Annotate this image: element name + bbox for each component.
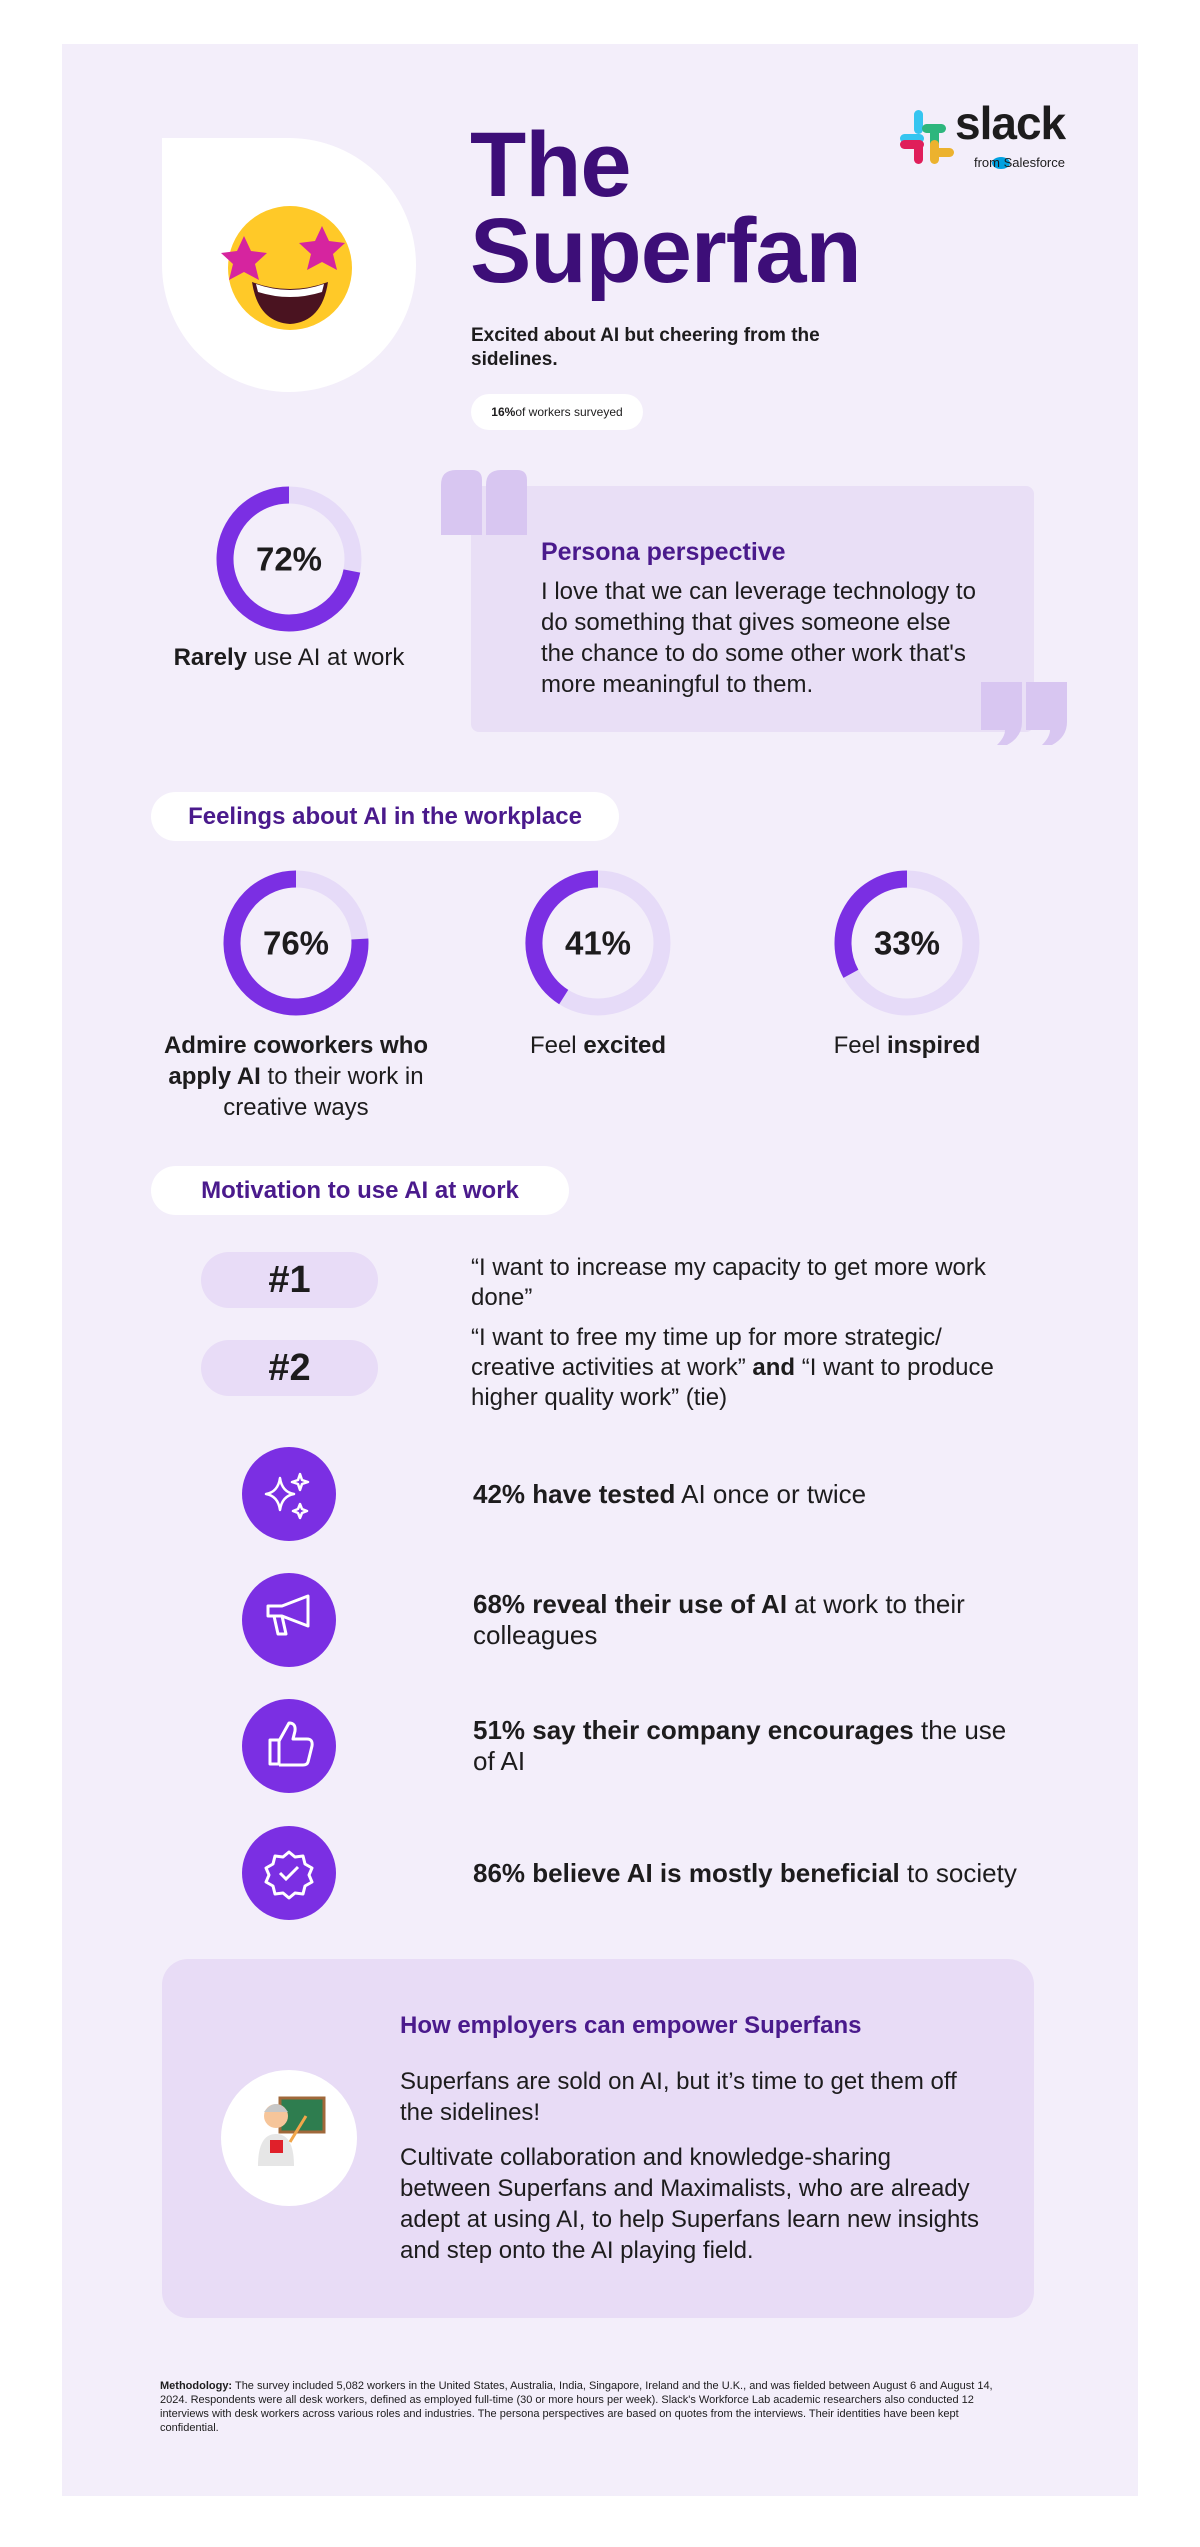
stat-text: 51% say their company encourages the use… (473, 1715, 1033, 1777)
text: Feel (529, 1032, 577, 1059)
text: “I want to produce higher quality work” … (471, 1354, 994, 1411)
logo-byline: from Salesforce (973, 155, 1065, 170)
bold-text: excited (583, 1032, 667, 1059)
feeling-caption: Admire coworkers who apply AI to their w… (156, 1030, 436, 1123)
stat-text: 86% believe AI is mostly beneficial to s… (473, 1858, 1033, 1889)
salesforce-cloud (992, 157, 1010, 169)
donut-label: 76% (263, 925, 329, 962)
bold-text: 51% say their company encourages (473, 1715, 914, 1745)
feelings-heading: Feelings about AI in the workplace (151, 792, 619, 841)
open-quote-mark (441, 470, 527, 535)
donut-arc (223, 870, 369, 1016)
text: at work to their colleagues (473, 1589, 965, 1650)
donut-label: 72% (256, 541, 322, 578)
persona-box (471, 486, 1034, 732)
rank-pill: #2 (201, 1340, 378, 1396)
empower-body: Superfans are sold on AI, but it’s time … (400, 2066, 980, 2266)
donut-label: 41% (565, 925, 631, 962)
sparkle-icon (242, 1447, 336, 1541)
bold-text: Admire coworkers who apply AI (163, 1032, 429, 1090)
usage-caption: Rarely use AI at work (139, 642, 439, 673)
empower-paragraph: Superfans are sold on AI, but it’s time … (400, 2068, 957, 2126)
bold-text: 68% reveal their use of AI (473, 1589, 788, 1619)
star-eyes-emoji (221, 206, 352, 330)
text: The survey included 5,082 workers in the… (160, 2380, 993, 2434)
title: The Superfan (470, 114, 862, 302)
text: Feel (833, 1032, 881, 1059)
feeling-caption: Feel inspired (767, 1030, 1047, 1061)
subtitle: Excited about AI but cheering from the s… (471, 325, 820, 370)
bold-text: 42% have tested (473, 1478, 676, 1509)
close-quote-mark (981, 682, 1067, 745)
teacher-circle (221, 2070, 357, 2206)
text: of workers surveyed (515, 405, 623, 419)
text: use AI at work (253, 644, 405, 671)
donut-arc (216, 486, 361, 632)
methodology: Methodology: The survey included 5,082 w… (160, 2379, 1020, 2435)
teacher-emoji (258, 2096, 326, 2166)
bold-text: 16% (491, 405, 516, 419)
text: “I want to free my time up for more stra… (471, 1324, 942, 1381)
rank-text: “I want to free my time up for more stra… (471, 1323, 1001, 1413)
empower-box (162, 1959, 1034, 2318)
stat-text: 68% reveal their use of AI at work to th… (473, 1589, 1033, 1651)
rank-pill: #1 (201, 1252, 378, 1308)
feeling-caption: Feel excited (458, 1030, 738, 1061)
persona-quote: I love that we can leverage technology t… (541, 578, 976, 698)
rank-text: “I want to increase my capacity to get m… (471, 1253, 1001, 1313)
thumbs-up-icon (242, 1699, 336, 1793)
badge: 16% of workers surveyed (471, 394, 643, 430)
empower-heading: How employers can empower Superfans (400, 2012, 862, 2039)
text: the use of AI (473, 1715, 1007, 1776)
slack-mark (900, 110, 954, 164)
text: to their work in creative ways (223, 1063, 424, 1121)
text: “I want to increase my capacity to get m… (471, 1254, 986, 1311)
donut-label: 33% (874, 925, 940, 962)
bold-text: inspired (887, 1032, 981, 1059)
donut-arc (525, 870, 599, 1005)
megaphone-icon (242, 1573, 336, 1667)
bold-text: Methodology: (160, 2380, 233, 2392)
badge-check-icon (242, 1826, 336, 1920)
stat-text: 42% have tested AI once or twice (473, 1479, 1033, 1510)
persona-heading: Persona perspective (541, 538, 786, 566)
motivation-heading: Motivation to use AI at work (151, 1166, 569, 1215)
logo-name: slack (955, 97, 1066, 149)
text: AI once or twice (681, 1478, 867, 1509)
empower-paragraph: Cultivate collaboration and knowledge-sh… (400, 2144, 980, 2264)
bold-text: and (752, 1354, 796, 1381)
donut-arc (834, 870, 908, 978)
bold-text: 86% believe AI is mostly beneficial (473, 1857, 900, 1888)
bold-text: Rarely (173, 644, 247, 671)
text: to society (907, 1857, 1017, 1888)
